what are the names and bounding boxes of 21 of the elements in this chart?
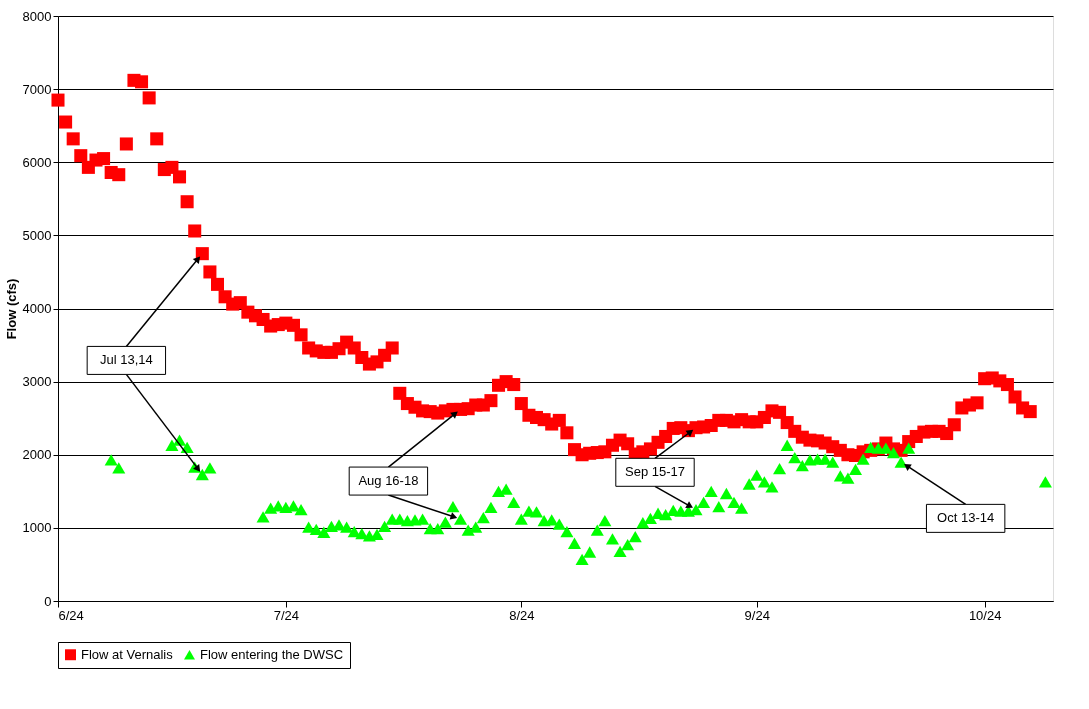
y-tick-label: 6000 [22, 154, 52, 170]
y-tick-label: 8000 [22, 8, 52, 24]
y-tick-label: 5000 [22, 227, 52, 243]
y-tick-label: 3000 [22, 374, 52, 390]
legend-label: Flow entering the DWSC [200, 646, 344, 662]
y-tick-label: 7000 [22, 81, 52, 97]
annotation: Aug 16-18 [358, 473, 419, 489]
x-tick-label: 10/24 [968, 607, 1002, 623]
y-tick-label: 0 [44, 593, 52, 609]
legend-label: Flow at Vernalis [81, 646, 174, 662]
x-tick-label: 6/24 [58, 607, 84, 623]
y-tick-label: 2000 [22, 447, 52, 463]
y-tick-label: 1000 [22, 520, 52, 536]
x-tick-label: 8/24 [509, 607, 535, 623]
annotation: Oct 13-14 [937, 510, 995, 526]
x-tick-label: 9/24 [744, 607, 770, 623]
y-tick-label: 4000 [22, 301, 52, 316]
annotation: Jul 13,14 [99, 352, 153, 368]
x-tick-label: 7/24 [273, 607, 300, 623]
annotation: Sep 15-17 [625, 464, 685, 480]
y-axis-title: Flow (cfs) [3, 278, 19, 340]
